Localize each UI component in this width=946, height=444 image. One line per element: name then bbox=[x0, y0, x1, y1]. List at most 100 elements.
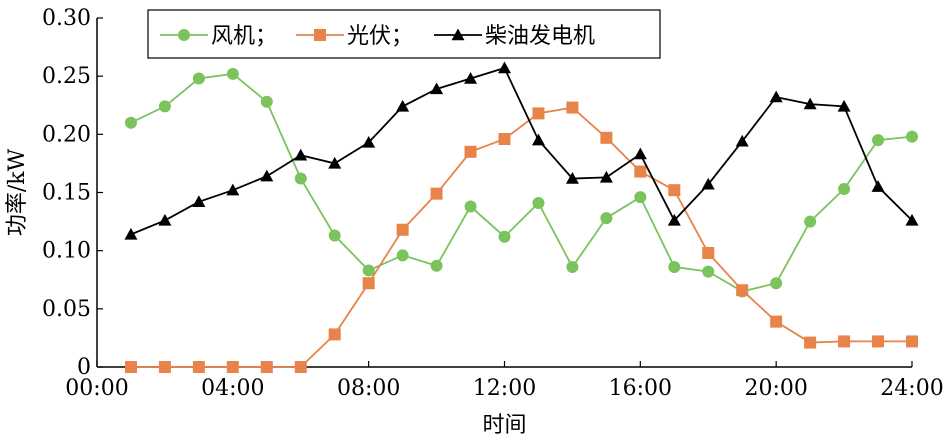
series-line bbox=[130, 72, 913, 293]
data-point-circle bbox=[872, 134, 885, 147]
data-point-circle bbox=[396, 249, 409, 262]
data-point-triangle bbox=[260, 169, 274, 182]
x-tick-label: 08:00 bbox=[337, 376, 400, 401]
data-point-circle bbox=[668, 260, 681, 273]
data-point-triangle bbox=[498, 61, 511, 74]
data-point-square bbox=[668, 184, 681, 197]
data-point-square bbox=[124, 361, 137, 373]
data-point-circle bbox=[838, 183, 851, 196]
data-point-triangle bbox=[451, 28, 465, 41]
data-point-triangle bbox=[294, 148, 308, 161]
x-tick-label: 00:00 bbox=[65, 376, 128, 401]
data-point-square bbox=[226, 361, 239, 373]
data-point-triangle bbox=[871, 180, 885, 192]
data-point-square bbox=[158, 361, 171, 373]
data-point-circle bbox=[294, 172, 307, 185]
data-point-circle bbox=[260, 95, 273, 108]
data-point-triangle bbox=[158, 213, 172, 226]
data-point-triangle bbox=[464, 71, 478, 84]
y-tick-label: 0 bbox=[77, 355, 91, 380]
legend-entry: 风机； bbox=[160, 24, 277, 49]
legend-entry: 光伏； bbox=[296, 24, 413, 49]
data-point-triangle bbox=[735, 134, 749, 147]
data-point-circle bbox=[702, 265, 715, 278]
data-point-triangle bbox=[226, 183, 240, 196]
data-point-triangle bbox=[362, 135, 376, 148]
data-point-circle bbox=[226, 67, 239, 80]
data-point-square bbox=[872, 335, 885, 348]
data-point-circle bbox=[430, 259, 443, 272]
data-point-triangle bbox=[633, 147, 647, 160]
data-point-square bbox=[464, 145, 477, 158]
data-point-square bbox=[770, 315, 783, 328]
series-1 bbox=[124, 67, 918, 298]
data-point-circle bbox=[770, 277, 783, 290]
x-tick-label: 20:00 bbox=[744, 376, 807, 401]
x-axis-title: 时间 bbox=[482, 413, 526, 438]
legend-label: 风机； bbox=[211, 24, 277, 49]
data-point-triangle bbox=[192, 195, 206, 208]
data-point-square bbox=[362, 277, 375, 290]
data-point-circle bbox=[124, 116, 137, 129]
legend-box bbox=[147, 9, 661, 59]
y-tick-label: 0.25 bbox=[42, 64, 91, 89]
y-tick-label: 0.15 bbox=[42, 181, 91, 206]
data-point-circle bbox=[192, 72, 205, 85]
data-point-square bbox=[532, 107, 545, 120]
data-point-square bbox=[906, 335, 918, 348]
data-point-square bbox=[294, 361, 307, 373]
data-point-square bbox=[328, 328, 341, 341]
legend-label: 柴油发电机 bbox=[485, 24, 595, 49]
data-point-square bbox=[314, 29, 326, 41]
data-point-circle bbox=[532, 196, 545, 209]
x-tick-label: 12:00 bbox=[473, 376, 536, 401]
series-line bbox=[130, 106, 912, 368]
y-tick-label: 0.05 bbox=[42, 297, 91, 322]
data-point-circle bbox=[464, 200, 477, 213]
data-point-triangle bbox=[124, 227, 138, 240]
data-point-triangle bbox=[396, 99, 410, 112]
data-point-triangle bbox=[701, 177, 715, 190]
y-tick-label: 0.10 bbox=[42, 239, 91, 264]
legend-entry: 柴油发电机 bbox=[434, 24, 595, 49]
x-tick-label: 16:00 bbox=[609, 376, 672, 401]
legend: 风机； 光伏； 柴油发电机 bbox=[147, 9, 661, 59]
data-point-circle bbox=[634, 191, 647, 204]
data-point-square bbox=[600, 131, 613, 144]
data-point-triangle bbox=[905, 213, 919, 226]
y-tick-label: 0.20 bbox=[42, 122, 91, 147]
x-tick-label: 04:00 bbox=[201, 376, 264, 401]
data-point-circle bbox=[906, 130, 918, 143]
data-point-triangle bbox=[803, 97, 817, 110]
data-point-circle bbox=[498, 230, 511, 243]
data-point-square bbox=[396, 223, 409, 236]
x-tick-label: 24:00 bbox=[880, 376, 943, 401]
data-point-square bbox=[736, 284, 749, 297]
data-point-square bbox=[430, 187, 443, 200]
data-point-triangle bbox=[769, 90, 783, 103]
data-point-square bbox=[260, 361, 273, 373]
series-line bbox=[130, 66, 913, 236]
data-point-triangle bbox=[531, 133, 545, 146]
data-point-triangle bbox=[430, 82, 444, 95]
axes: 0 0.05 0.10 0.15 0.20 0.25 0.30 00:00 04:00 08:00… bbox=[42, 6, 944, 401]
data-point-triangle bbox=[565, 172, 579, 184]
data-point-square bbox=[804, 336, 817, 349]
series-2 bbox=[124, 101, 918, 373]
data-point-circle bbox=[178, 29, 190, 41]
data-point-circle bbox=[600, 212, 613, 225]
data-point-circle bbox=[362, 264, 375, 277]
y-tick-label: 0.30 bbox=[42, 6, 91, 31]
data-point-circle bbox=[566, 260, 579, 273]
data-point-circle bbox=[804, 215, 817, 228]
legend-label: 光伏； bbox=[347, 24, 413, 49]
data-point-triangle bbox=[667, 213, 681, 226]
data-point-square bbox=[838, 335, 851, 348]
series-3 bbox=[124, 61, 919, 240]
series-layer bbox=[124, 61, 919, 373]
data-point-circle bbox=[328, 229, 341, 242]
data-point-triangle bbox=[328, 156, 342, 169]
data-point-square bbox=[702, 246, 715, 259]
